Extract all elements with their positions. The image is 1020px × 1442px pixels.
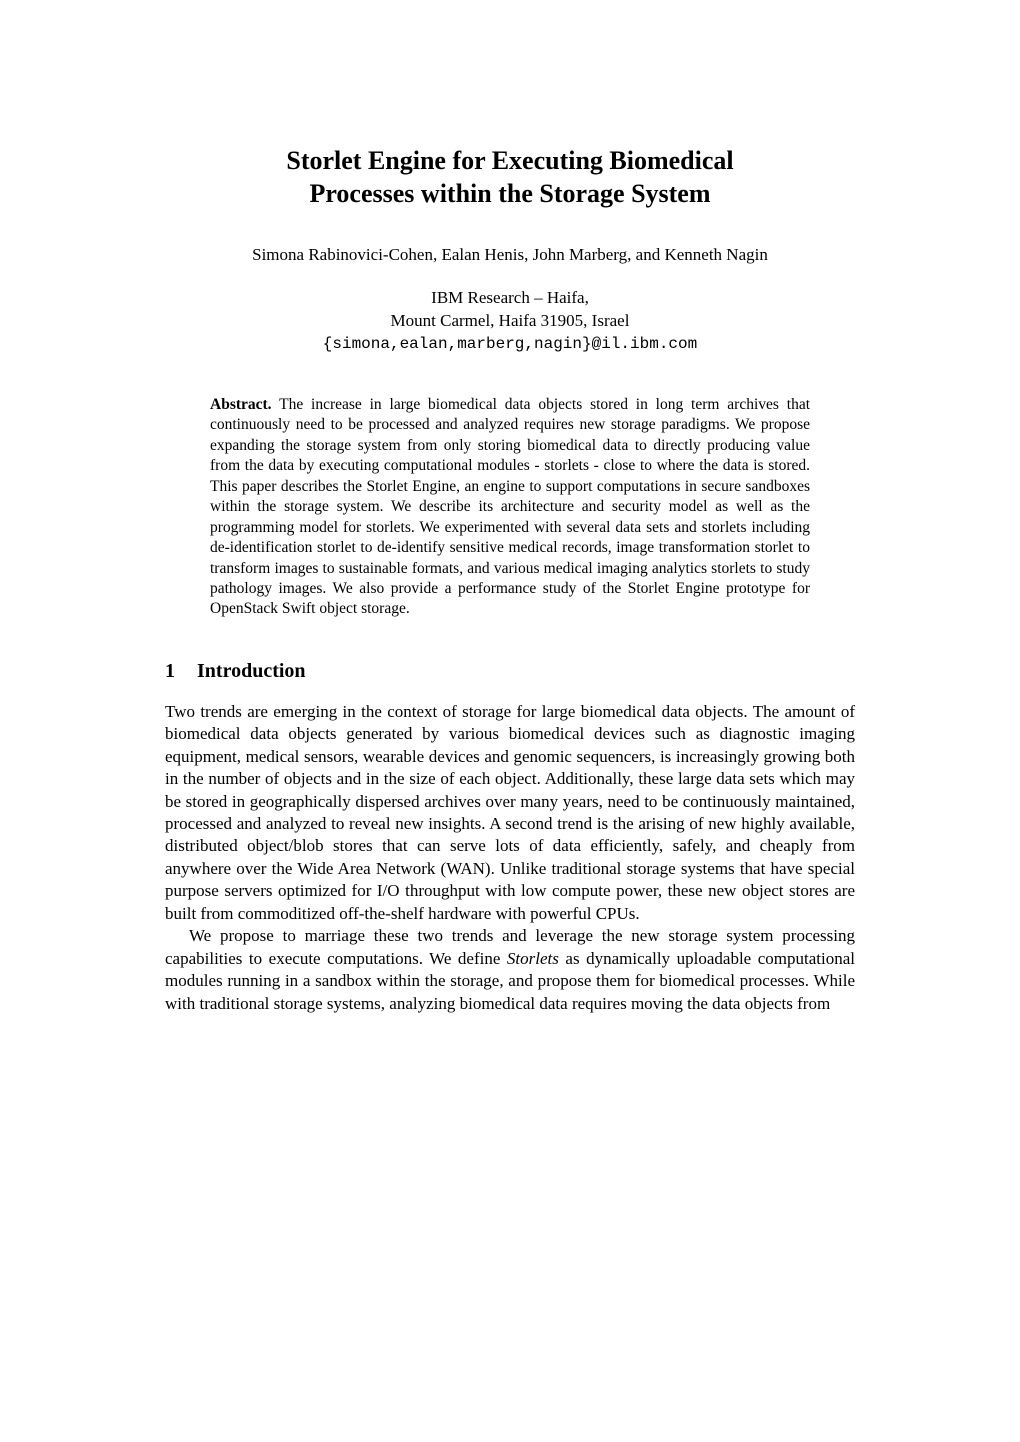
title-line-1: Storlet Engine for Executing Biomedical: [286, 146, 733, 175]
paragraph-1: Two trends are emerging in the context o…: [165, 701, 855, 925]
authors: Simona Rabinovici-Cohen, Ealan Henis, Jo…: [165, 245, 855, 265]
affiliation-line-2: Mount Carmel, Haifa 31905, Israel: [391, 311, 630, 330]
para2-italic: Storlets: [507, 949, 559, 968]
email: {simona,ealan,marberg,nagin}@il.ibm.com: [165, 335, 855, 353]
section-title: Introduction: [197, 660, 306, 682]
affiliation: IBM Research – Haifa, Mount Carmel, Haif…: [165, 287, 855, 333]
abstract: Abstract. The increase in large biomedic…: [210, 395, 810, 620]
paper-page: Storlet Engine for Executing Biomedical …: [0, 0, 1020, 1135]
title-line-2: Processes within the Storage System: [309, 179, 710, 208]
section-number: 1: [165, 660, 175, 683]
abstract-label: Abstract.: [210, 396, 272, 413]
section-heading: 1 Introduction: [165, 660, 855, 683]
paragraph-2: We propose to marriage these two trends …: [165, 925, 855, 1015]
paper-title: Storlet Engine for Executing Biomedical …: [165, 145, 855, 210]
abstract-text: The increase in large biomedical data ob…: [210, 396, 810, 618]
body-text: Two trends are emerging in the context o…: [165, 701, 855, 1015]
affiliation-line-1: IBM Research – Haifa,: [431, 288, 589, 307]
